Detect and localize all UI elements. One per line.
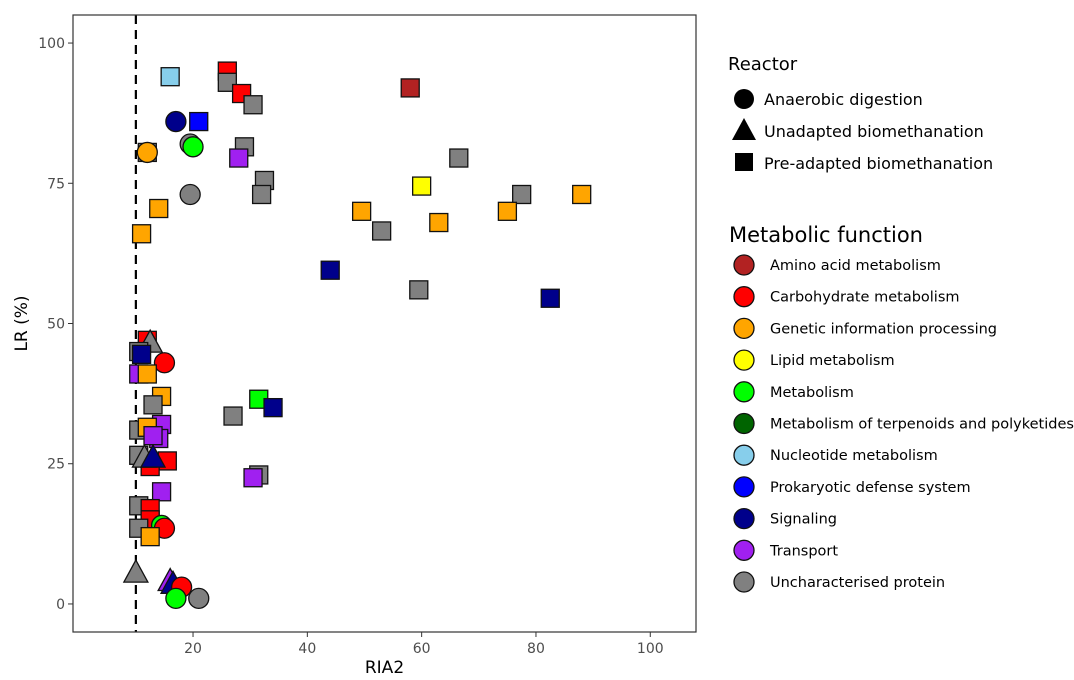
data-point [243,468,263,488]
color-legend-label: Signaling [770,512,837,528]
color-legend-label: Uncharacterised protein [770,575,945,591]
color-legend-swatch [733,349,755,371]
color-legend-swatch [733,539,755,561]
legend-triangle-icon [732,118,756,140]
x-tick-label: 20 [184,641,202,657]
color-legend-swatch [733,444,755,466]
color-legend-label: Amino acid metabolism [770,258,941,274]
data-point [140,526,160,547]
data-point [371,221,392,241]
data-point [165,110,187,133]
plot-background [73,15,696,632]
color-legend-label: Prokaryotic defense system [770,480,971,496]
data-point [412,176,432,196]
data-point [149,198,169,219]
data-point [153,352,176,374]
y-axis: 0 25 50 75 100 [38,36,73,613]
color-legend-label: Metabolism [770,385,854,401]
data-point [189,111,209,132]
data-point [540,288,560,308]
color-legend-label: Genetic information processing [770,321,997,337]
y-tick-label: 75 [47,176,65,192]
data-point [429,212,449,233]
data-point [136,141,158,164]
y-tick-label: 25 [47,457,65,473]
data-point [512,184,532,205]
data-point [409,280,429,300]
data-point [497,201,518,221]
shape-legend-label: Anaerobic digestion [764,90,923,109]
data-point [165,587,187,609]
color-legend-swatch [733,254,755,276]
data-point [572,184,592,205]
data-point [449,148,469,168]
color-legend-label: Carbohydrate metabolism [770,290,960,306]
data-point [223,406,243,426]
shape-legend: Reactor Anaerobic digestion Unadapted bi… [728,54,993,173]
color-legend-label: Metabolism of terpenoids and polyketides [770,417,1074,433]
x-tick-label: 60 [413,641,431,657]
y-tick-label: 100 [38,36,65,52]
data-point [137,364,157,384]
color-legend-swatch [733,286,755,308]
color-legend-label: Lipid metabolism [770,353,895,369]
data-point [122,558,149,583]
data-point [151,482,172,502]
y-tick-label: 0 [56,597,65,613]
data-point [143,426,163,446]
color-legend-swatch [733,317,755,340]
color-legend-swatch [733,412,755,435]
color-legend: Metabolic function Amino acid metabolism… [729,223,1074,593]
y-tick-label: 50 [47,317,65,333]
data-point [263,397,283,418]
data-point [400,78,420,98]
color-legend-swatch [733,381,755,403]
data-point [139,443,167,468]
shape-legend-label: Unadapted biomethanation [764,122,984,141]
data-point [229,148,249,168]
shape-legend-label: Pre-adapted biomethanation [764,154,993,173]
x-tick-label: 40 [298,641,316,657]
x-tick-label: 100 [637,641,664,657]
x-tick-label: 80 [527,641,545,657]
data-point [251,184,272,205]
legend-square-icon [735,153,753,171]
data-point [188,587,210,609]
points-layer [122,61,592,609]
shape-legend-title: Reactor [728,54,798,75]
color-legend-title: Metabolic function [729,223,923,247]
color-legend-swatch [733,507,755,530]
data-point [320,260,340,280]
color-legend-label: Nucleotide metabolism [770,448,938,464]
color-legend-swatch [733,476,755,498]
color-legend-label: Transport [769,543,838,559]
legend-circle-icon [734,89,754,109]
data-point [217,72,237,92]
color-legend-swatch [733,571,755,593]
data-point [243,95,263,115]
data-point [160,67,180,87]
data-point [351,201,372,221]
data-point [179,183,201,206]
data-point [131,224,152,244]
data-point [143,395,163,415]
x-axis-label: RIA2 [365,658,404,678]
x-axis: 20 40 60 80 100 [184,632,664,657]
data-point [131,344,152,365]
y-axis-label: LR (%) [12,295,32,351]
data-point [182,136,204,158]
